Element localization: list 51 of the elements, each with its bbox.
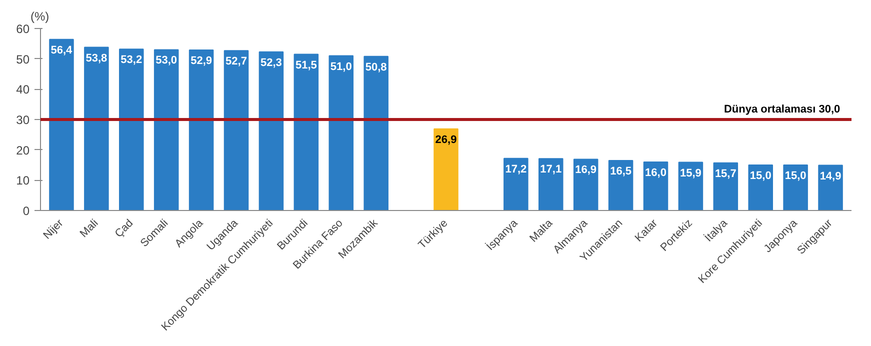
- x-tick-label: Çad: [112, 217, 136, 240]
- data-label: 53,2: [120, 54, 142, 66]
- bar: [188, 50, 214, 210]
- bar: [504, 158, 528, 210]
- data-label: 53,8: [86, 52, 108, 64]
- data-label: 51,5: [295, 59, 317, 72]
- bar: [294, 54, 319, 210]
- bar: [608, 160, 634, 210]
- bar: [84, 46, 109, 210]
- bar: [538, 158, 564, 210]
- bar: [364, 56, 388, 210]
- y-tick-label: 50: [16, 52, 30, 66]
- data-label: 16,9: [575, 164, 597, 176]
- data-label: 56,4: [50, 44, 74, 56]
- bar: [434, 128, 458, 210]
- y-tick-label: 20: [16, 143, 30, 158]
- data-label: 15,0: [784, 170, 806, 182]
- data-label: 16,0: [645, 166, 666, 179]
- bar: [258, 51, 284, 210]
- bar: [119, 48, 144, 210]
- y-tick-label: 60: [16, 22, 30, 36]
- bar: [328, 55, 354, 210]
- y-axis-title: (%): [30, 10, 50, 24]
- bar: [154, 49, 179, 210]
- bar: [224, 50, 249, 210]
- data-label: 15,0: [750, 170, 772, 182]
- data-label: 26,9: [435, 134, 457, 146]
- bar: [818, 164, 843, 210]
- data-label: 52,9: [190, 55, 212, 68]
- data-label: 17,2: [505, 163, 527, 176]
- y-tick-label: 40: [16, 82, 30, 97]
- ref-line-label: Dünya ortalaması 30,0: [724, 104, 840, 116]
- data-label: 15,9: [680, 167, 702, 180]
- bar: [573, 158, 598, 210]
- y-tick-label: 0: [22, 204, 30, 218]
- data-label: 52,7: [226, 56, 247, 68]
- bar: [643, 161, 668, 210]
- bar: [49, 38, 74, 210]
- data-label: 50,8: [365, 61, 387, 74]
- data-label: 53,0: [156, 54, 178, 67]
- bar: [713, 162, 738, 210]
- data-label: 52,3: [260, 56, 282, 69]
- data-label: 15,7: [714, 168, 736, 180]
- data-label: 17,1: [540, 164, 562, 176]
- data-label: 51,0: [330, 60, 352, 73]
- bar: [783, 164, 808, 210]
- data-label: 16,5: [610, 165, 632, 178]
- y-tick-label: 30: [16, 113, 30, 127]
- bar: [748, 164, 773, 210]
- y-tick-label: 10: [16, 174, 30, 188]
- data-label: 14,9: [820, 170, 842, 182]
